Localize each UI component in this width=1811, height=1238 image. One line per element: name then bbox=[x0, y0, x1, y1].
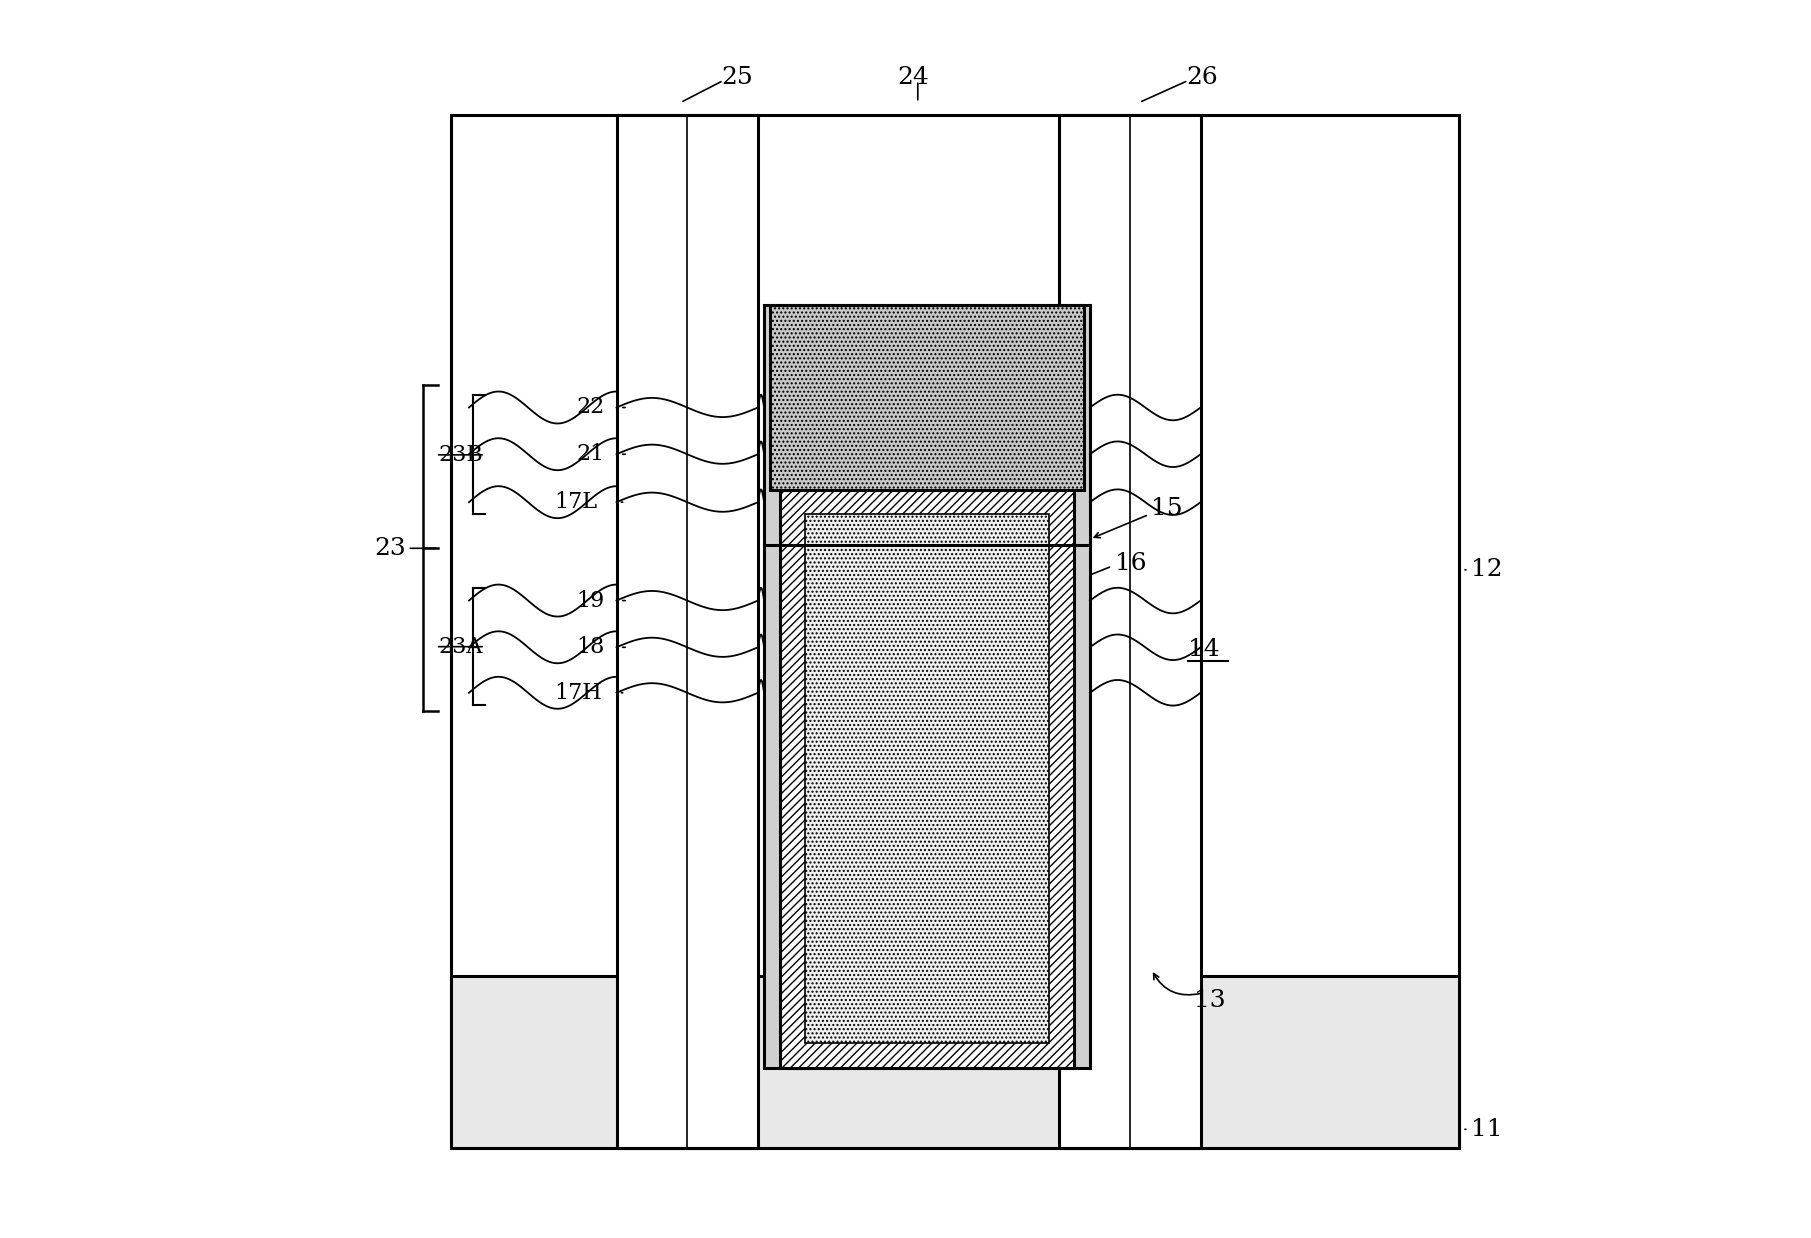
Bar bbox=[616, 115, 759, 1148]
Text: 23A: 23A bbox=[438, 635, 482, 657]
Text: 12: 12 bbox=[1471, 558, 1503, 582]
Text: 18: 18 bbox=[576, 636, 605, 659]
Bar bbox=[451, 115, 1460, 1148]
Text: 17H: 17H bbox=[554, 682, 601, 703]
Text: 23B: 23B bbox=[438, 444, 484, 465]
Bar bbox=[764, 306, 1090, 1068]
Text: 16: 16 bbox=[1114, 552, 1146, 576]
Text: 11: 11 bbox=[1471, 1118, 1503, 1140]
Text: 21: 21 bbox=[576, 443, 605, 465]
Text: 14: 14 bbox=[1188, 639, 1221, 661]
Bar bbox=[804, 515, 1049, 1044]
Text: 13: 13 bbox=[1195, 989, 1226, 1011]
Bar bbox=[781, 490, 1074, 1068]
Text: 17L: 17L bbox=[554, 491, 598, 514]
Bar bbox=[1059, 115, 1201, 1148]
Text: 19: 19 bbox=[576, 589, 605, 612]
Text: 23: 23 bbox=[375, 537, 406, 560]
Bar bbox=[770, 306, 1083, 490]
Text: 24: 24 bbox=[896, 67, 929, 89]
Text: 25: 25 bbox=[721, 67, 753, 89]
Text: 15: 15 bbox=[1152, 496, 1183, 520]
Bar bbox=[451, 976, 1460, 1148]
Text: 26: 26 bbox=[1186, 67, 1217, 89]
Text: 22: 22 bbox=[576, 396, 605, 418]
